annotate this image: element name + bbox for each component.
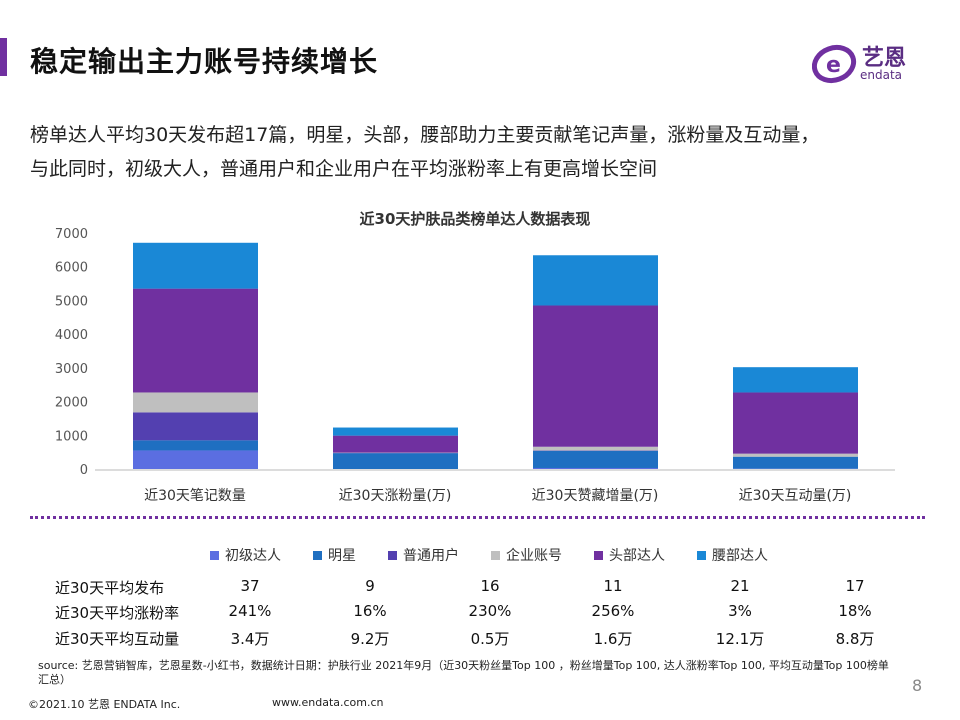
chart-legend: 初级达人 明星 普通用户 企业账号 头部达人 腰部达人 [210,545,800,565]
bar-segment [333,435,458,453]
y-tick-label: 3000 [55,362,88,377]
table-row: 近30天平均互动量 3.4万 9.2万 0.5万 1.6万 12.1万 8.8万 [55,628,935,650]
y-tick-label: 5000 [55,294,88,309]
bar-segment [533,450,658,468]
table-cell: 230% [468,602,512,620]
stacked-bar-chart: 近30天护肤品类榜单达人数据表现 0 1000 2000 3000 4000 5000 600… [55,210,895,504]
y-tick-label: 1000 [55,429,88,444]
legend-swatch [491,550,500,560]
bar-segment [533,467,658,469]
table-cell: 9 [365,577,375,595]
bar-segment [133,288,258,393]
legend-item: 企业账号 [491,545,562,565]
legend-swatch [697,550,706,560]
legend-item: 腰部达人 [697,545,768,565]
legend-label: 腰部达人 [712,548,768,564]
logo-text: 艺恩 [862,46,907,71]
dotted-divider [30,516,925,519]
svg-text:e: e [826,53,841,78]
bar-segment [533,255,658,306]
table-cell: 0.5万 [470,630,510,648]
legend-label: 头部达人 [609,548,665,564]
table-cell: 12.1万 [715,630,765,648]
x-tick-label: 近30天互动量(万) [739,488,852,504]
bar-segment [133,450,258,469]
legend-item: 头部达人 [594,545,665,565]
legend-label: 明星 [328,548,356,564]
table-cell: 16% [353,602,387,620]
bar-segment [133,412,258,441]
y-tick-label: 0 [80,463,88,478]
bar-segment [733,367,858,393]
page-number: 8 [912,676,923,695]
table-cell: 9.2万 [350,630,390,648]
row-label: 近30天平均涨粉率 [55,604,180,622]
website-link[interactable]: www.endata.com.cn [272,696,384,709]
subtitle: 榜单达人平均30天发布超17篇，明星，头部，腰部助力主要贡献笔记声量，涨粉量及互… [30,118,940,186]
table-cell: 241% [228,602,272,620]
y-tick-label: 7000 [55,227,88,242]
table-cell: 18% [838,602,872,620]
y-tick-label: 2000 [55,396,88,411]
subtitle-line: 榜单达人平均30天发布超17篇，明星，头部，腰部助力主要贡献笔记声量，涨粉量及互… [30,124,820,146]
endata-logo: e [812,44,857,84]
x-tick-label: 近30天赞藏增量(万) [532,488,659,504]
legend-swatch [210,550,219,560]
bar-segment [733,392,858,454]
table-row: 近30天平均发布 37 9 16 11 21 17 [55,577,935,599]
title-accent-bar [0,38,7,76]
y-tick-label: 4000 [55,328,88,343]
table-cell: 11 [603,577,623,595]
copyright: ©2021.10 艺恩 ENDATA Inc. [28,698,181,711]
row-label: 近30天平均互动量 [55,630,180,648]
logo-subtext: endata [860,68,903,82]
row-label: 近30天平均发布 [55,579,165,597]
table-cell: 16 [480,577,500,595]
table-cell: 3.4万 [230,630,270,648]
y-tick-label: 6000 [55,261,88,276]
legend-swatch [313,550,322,560]
legend-label: 初级达人 [225,548,281,564]
table-cell: 1.6万 [593,630,633,648]
bar-segment [133,242,258,289]
table-cell: 21 [730,577,750,595]
bar-segment [333,453,458,469]
legend-label: 普通用户 [403,548,459,564]
table-cell: 256% [591,602,635,620]
table-cell: 3% [728,602,752,620]
legend-swatch [594,550,603,560]
x-tick-label: 近30天笔记数量 [144,488,246,504]
bar-segment [733,453,858,457]
x-tick-label: 近30天涨粉量(万) [339,488,452,504]
bar-segment [133,440,258,451]
table-cell: 8.8万 [835,630,875,648]
bar-segment [133,392,258,413]
table-cell: 37 [240,577,260,595]
legend-item: 初级达人 [210,545,281,565]
table-row: 近30天平均涨粉率 241% 16% 230% 256% 3% 18% [55,602,935,624]
subtitle-line: 与此同时，初级大人，普通用户和企业用户在平均涨粉率上有更高增长空间 [30,158,658,180]
source-note: source: 艺恩营销智库，艺恩星数-小红书，数据统计日期：护肤行业 2021… [38,659,889,686]
bar-segment [533,305,658,447]
legend-swatch [388,550,397,560]
bar-segment [333,427,458,436]
page-title: 稳定输出主力账号持续增长 [30,45,379,78]
bar-segment [533,446,658,451]
bar-segment [733,456,858,469]
legend-item: 明星 [313,545,356,565]
chart-title: 近30天护肤品类榜单达人数据表现 [360,210,591,228]
legend-label: 企业账号 [506,548,562,564]
legend-item: 普通用户 [388,545,459,565]
table-cell: 17 [845,577,865,595]
